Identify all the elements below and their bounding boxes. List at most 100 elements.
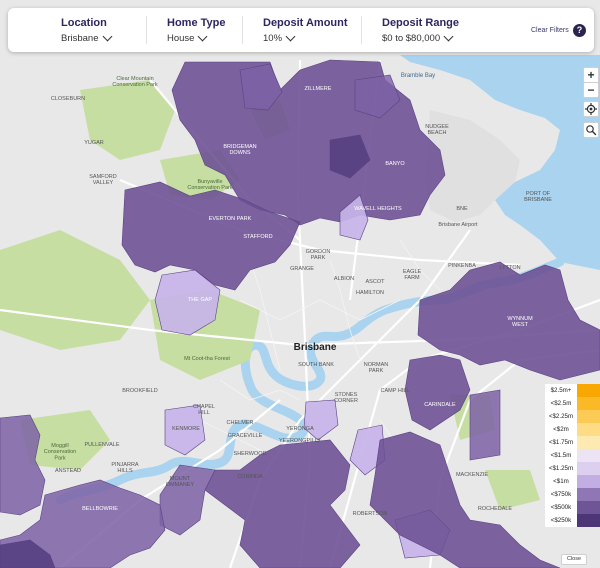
deposit-range-filter-label: Deposit Range (382, 17, 460, 29)
deposit-range-filter[interactable]: Deposit Range $0 to $80,000 (382, 17, 459, 44)
legend-label: $2.5m+ (545, 384, 577, 397)
map-label: WYNNUM WEST (507, 316, 533, 328)
map-label: NORMAN PARK (364, 362, 388, 374)
legend-label: <$1.75m (545, 436, 577, 449)
map-label: Moggill Conservation Park (44, 443, 76, 461)
legend-label: <$2m (545, 423, 577, 436)
suburb-overlays[interactable] (0, 59, 600, 568)
locate-icon (585, 103, 597, 115)
legend-label: <$1.5m (545, 449, 577, 462)
map-label: PINJARRA HILLS (111, 462, 139, 474)
map-label: GRACEVILLE (228, 433, 263, 439)
zoom-out-button[interactable]: − (583, 82, 599, 98)
filter-divider (361, 16, 362, 44)
locate-button[interactable] (583, 101, 599, 117)
map-label: ROCHEDALE (478, 506, 513, 512)
map-label: MOUNT OMMANEY (166, 476, 195, 488)
map-label: BROOKFIELD (122, 388, 157, 394)
map-label: PULLENVALE (84, 442, 119, 448)
suburb-polygon[interactable] (369, 431, 561, 568)
legend-swatch (577, 449, 600, 462)
search-icon (586, 125, 597, 136)
suburb-polygon[interactable] (0, 414, 46, 516)
search-button[interactable] (583, 122, 599, 138)
map-label: ALBION (334, 276, 354, 282)
brisbane-river (55, 257, 565, 505)
suburb-polygon[interactable] (154, 269, 221, 336)
legend-row: <$2m (545, 423, 600, 436)
legend-swatch (577, 514, 600, 527)
suburb-polygon[interactable] (0, 479, 166, 568)
map-label: CARINDALE (424, 402, 456, 408)
deposit-range-filter-value[interactable]: $0 to $80,000 (382, 31, 459, 44)
map-label: YEERONGPILLY (279, 438, 321, 444)
legend-row: <$750k (545, 488, 600, 501)
map-label: SOUTH BANK (298, 362, 334, 368)
location-filter[interactable]: Location Brisbane (61, 17, 112, 44)
legend-label: <$500k (545, 501, 577, 514)
chevron-down-icon (285, 31, 296, 42)
zoom-in-button[interactable]: + (583, 67, 599, 83)
suburb-polygon[interactable] (121, 181, 301, 291)
map-label: STONES CORNER (334, 392, 358, 404)
map-label: PORT OF BRISBANE (524, 191, 552, 203)
location-filter-label: Location (61, 17, 107, 29)
home-type-filter[interactable]: Home Type House (167, 17, 225, 44)
suburb-polygon[interactable] (339, 194, 369, 241)
map-label: WAVELL HEIGHTS (354, 206, 402, 212)
legend-row: <$1.5m (545, 449, 600, 462)
legend-swatch (577, 436, 600, 449)
suburb-polygon[interactable] (354, 74, 401, 119)
legend-row: <$250k (545, 514, 600, 527)
legend-label: <$2.5m (545, 397, 577, 410)
map-label: SHERWOOD (234, 451, 267, 457)
suburb-polygon[interactable] (0, 539, 56, 568)
suburb-polygon[interactable] (239, 63, 283, 111)
map-label: BELLBOWRIE (82, 506, 118, 512)
deposit-amount-filter[interactable]: Deposit Amount 10% (263, 17, 348, 44)
legend-close-button[interactable]: Close (561, 554, 587, 565)
suburb-polygon[interactable] (349, 424, 386, 476)
suburb-polygon[interactable] (164, 404, 206, 456)
legend-swatch (577, 410, 600, 423)
map-label: Clear Mountain Conservation Park (112, 76, 157, 88)
legend-row: <$1m (545, 475, 600, 488)
legend-label: <$250k (545, 514, 577, 527)
legend-row: <$500k (545, 501, 600, 514)
filter-divider (146, 16, 147, 44)
deposit-range-value-text: $0 to $80,000 (382, 33, 441, 44)
legend-label: <$1m (545, 475, 577, 488)
suburb-polygon[interactable] (329, 134, 371, 179)
suburb-polygon[interactable] (469, 389, 501, 461)
legend-row: $2.5m+ (545, 384, 600, 397)
deposit-amount-filter-value[interactable]: 10% (263, 31, 348, 44)
map-label: ZILLMERE (305, 86, 332, 92)
map-label: GORDON PARK (306, 249, 331, 261)
deposit-amount-value-text: 10% (263, 33, 283, 44)
map-label: CHELMER (227, 420, 254, 426)
clear-filters-button[interactable]: Clear Filters (531, 27, 569, 34)
suburb-polygon[interactable] (404, 354, 471, 431)
suburb-polygon[interactable] (417, 261, 600, 381)
home-type-filter-label: Home Type (167, 17, 226, 29)
airport-land (425, 110, 520, 222)
map-label: CORINDA (237, 474, 263, 480)
home-type-value-text: House (167, 33, 195, 44)
chevron-down-icon (198, 31, 208, 42)
bay-water (400, 55, 600, 270)
map-label: KENMORE (172, 426, 200, 432)
location-filter-value[interactable]: Brisbane (61, 31, 112, 44)
suburb-polygon[interactable] (159, 464, 216, 536)
home-type-filter-value[interactable]: House (167, 31, 225, 44)
suburb-polygon[interactable] (303, 399, 339, 441)
map-label: STAFFORD (243, 234, 272, 240)
legend-label: <$2.25m (545, 410, 577, 423)
map-label: CAMP HILL (381, 388, 410, 394)
suburb-polygon[interactable] (204, 439, 361, 568)
help-icon[interactable]: ? (573, 24, 586, 37)
map-label: GRANGE (290, 266, 314, 272)
map-label: ASCOT (366, 279, 386, 285)
chevron-down-icon (443, 31, 454, 42)
map-label: EAGLE FARM (403, 269, 422, 281)
